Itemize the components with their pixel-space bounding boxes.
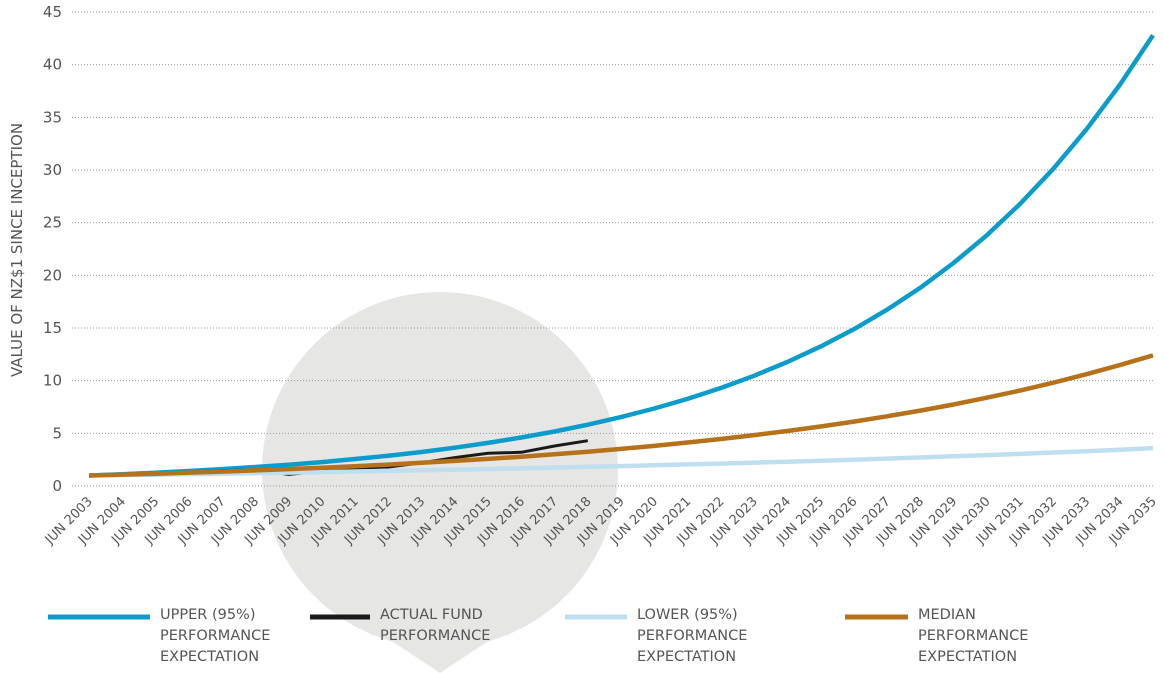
y-tick-label: 25 <box>43 214 62 232</box>
legend-label: MEDIAN PERFORMANCE EXPECTATION <box>918 607 1029 665</box>
y-tick-label: 20 <box>43 266 62 284</box>
y-axis-title: VALUE OF NZ$1 SINCE INCEPTION <box>8 123 26 377</box>
series-line <box>88 33 1155 478</box>
y-tick-label: 35 <box>43 108 62 126</box>
y-tick-label: 0 <box>52 477 62 495</box>
legend-label: UPPER (95%) PERFORMANCE EXPECTATION <box>160 607 271 665</box>
legend-label: LOWER (95%) PERFORMANCE EXPECTATION <box>637 607 748 665</box>
y-tick-label: 5 <box>52 424 62 442</box>
y-tick-label: 10 <box>43 372 62 390</box>
decor-tip <box>300 580 580 673</box>
y-tick-label: 15 <box>43 319 62 337</box>
legend-label: ACTUAL FUND PERFORMANCE <box>380 607 491 644</box>
y-tick-label: 30 <box>43 161 62 179</box>
series-line <box>88 445 1154 478</box>
y-tick-label: 45 <box>43 3 62 21</box>
y-tick-label: 40 <box>43 56 62 74</box>
series-line <box>88 353 1154 478</box>
